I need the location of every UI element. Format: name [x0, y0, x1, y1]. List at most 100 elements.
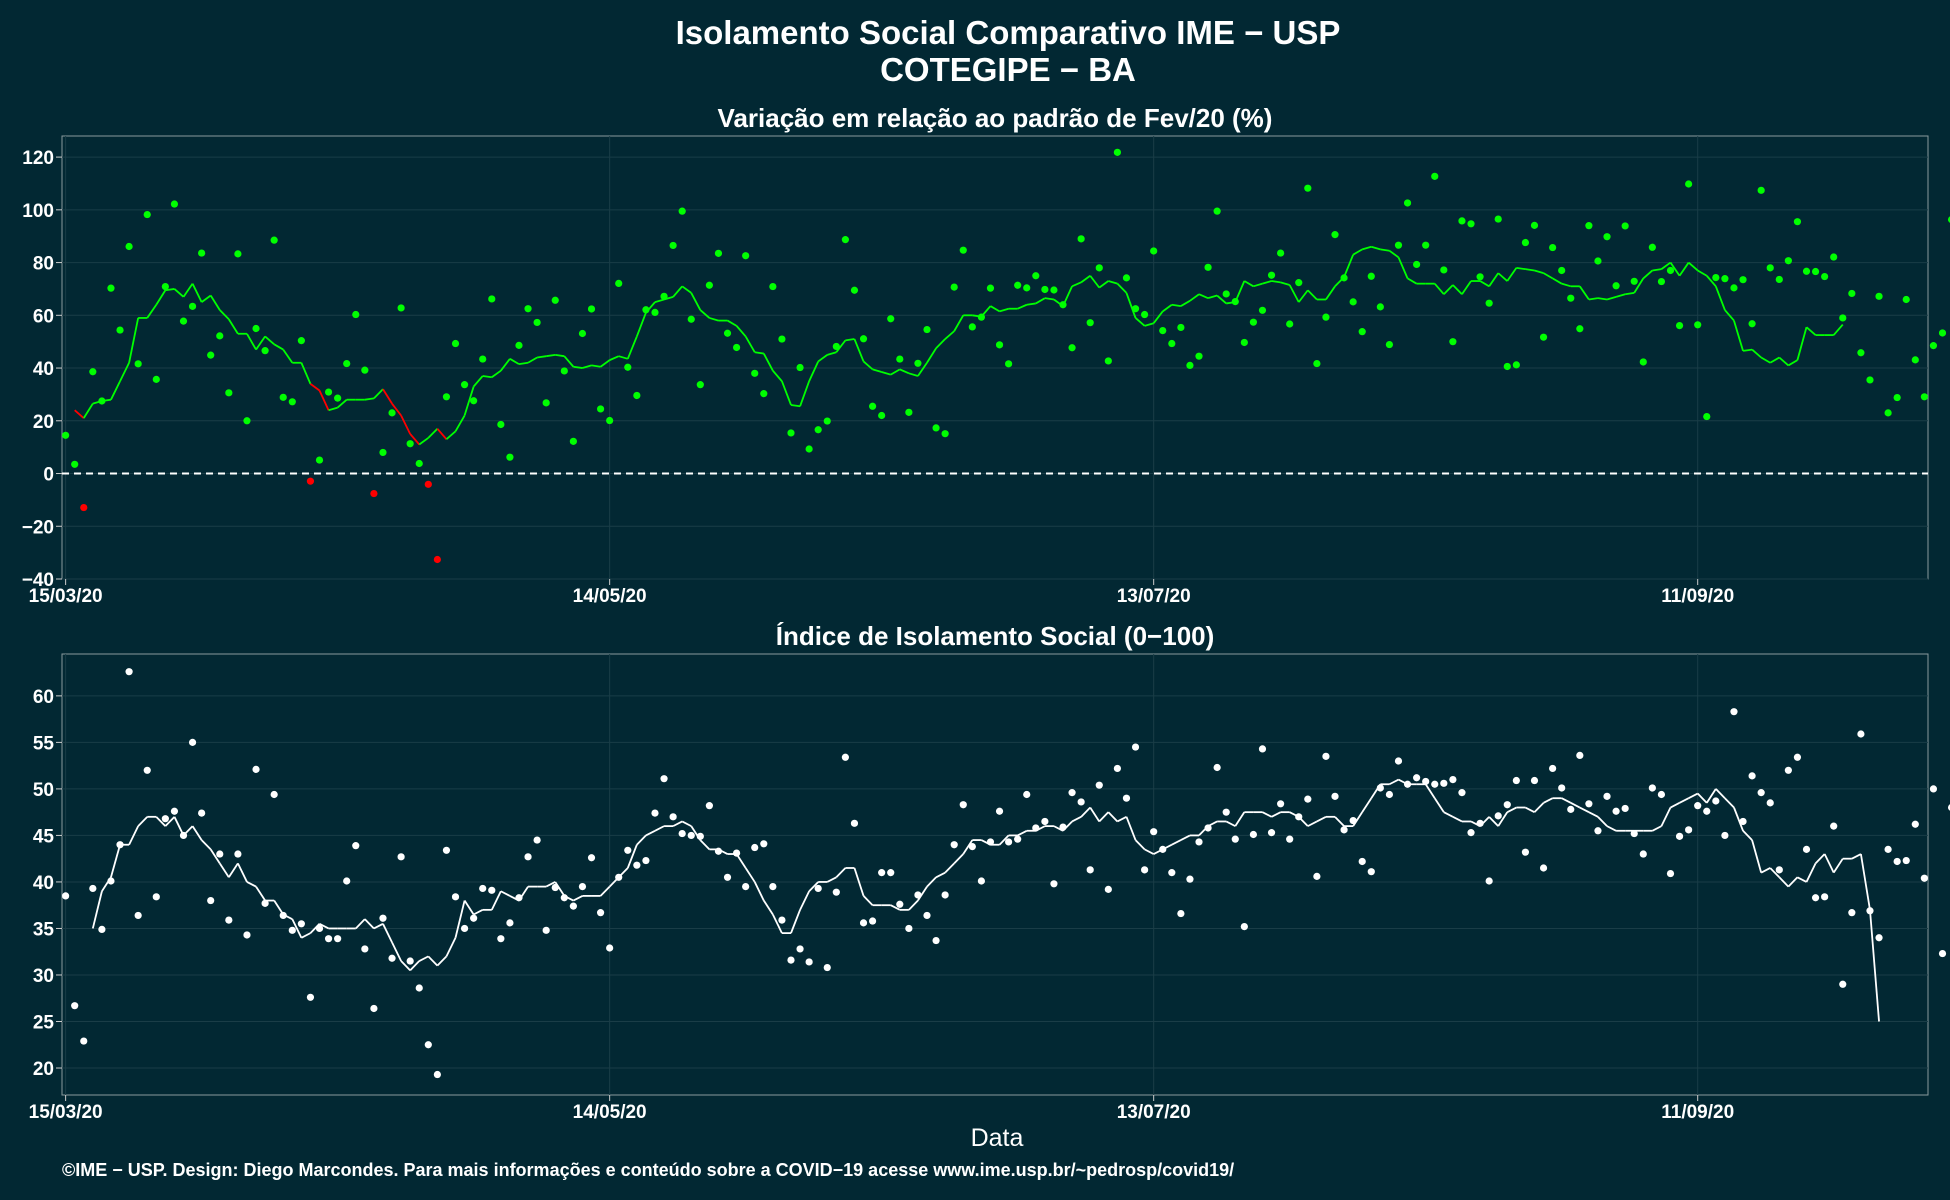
moving-average-segment: [1107, 811, 1119, 823]
data-point: [1349, 298, 1357, 306]
data-point: [252, 324, 260, 333]
moving-average-segment: [382, 388, 393, 405]
data-point: [1657, 277, 1666, 286]
plot-frame: [61, 653, 1929, 1096]
data-point: [460, 381, 469, 389]
data-point: [1131, 743, 1140, 751]
moving-average-segment: [862, 895, 874, 906]
data-point: [1630, 829, 1638, 838]
moving-average-segment: [1588, 297, 1599, 301]
data-point: [1394, 757, 1403, 765]
data-point: [542, 399, 550, 407]
moving-average-segment: [1125, 816, 1137, 841]
moving-average-segment: [427, 955, 439, 967]
data-point: [624, 846, 632, 854]
moving-average-segment: [74, 409, 85, 419]
moving-average-segment: [1552, 277, 1563, 285]
data-point: [62, 431, 70, 439]
data-point: [1539, 864, 1548, 872]
data-point: [1748, 772, 1756, 780]
data-point: [152, 375, 160, 383]
data-point: [1059, 301, 1067, 309]
moving-average-segment: [1534, 269, 1544, 274]
data-point: [1512, 361, 1520, 369]
moving-average-segment: [817, 354, 828, 363]
data-point: [751, 843, 759, 852]
data-point: [1041, 285, 1049, 294]
moving-average-segment: [1298, 289, 1309, 303]
data-point: [1249, 830, 1258, 839]
moving-average-segment: [1660, 807, 1672, 827]
data-point: [1830, 253, 1838, 261]
data-point: [778, 335, 786, 343]
moving-average-segment: [1760, 356, 1771, 364]
moving-average-segment: [463, 900, 475, 915]
moving-average-segment: [753, 881, 765, 901]
moving-average-segment: [1497, 811, 1509, 827]
moving-average-segment: [727, 319, 738, 327]
moving-average-segment: [618, 355, 629, 360]
moving-average-segment: [1579, 806, 1590, 813]
moving-average-segment: [1017, 829, 1028, 837]
moving-average-segment: [400, 415, 411, 435]
moving-average-segment: [1380, 248, 1390, 252]
panel-title: Índice de Isolamento Social (0−100): [776, 621, 1215, 651]
moving-average-segment: [1262, 280, 1272, 285]
moving-average-segment: [491, 369, 502, 379]
moving-average-segment: [1488, 816, 1499, 827]
data-point: [451, 339, 460, 348]
moving-average-segment: [1361, 245, 1372, 251]
data-point: [170, 200, 179, 208]
data-point: [1014, 835, 1022, 843]
data-point: [1685, 180, 1693, 188]
moving-average-segment: [1271, 280, 1281, 284]
moving-average-segment: [1805, 862, 1817, 883]
moving-average-segment: [1742, 348, 1753, 352]
data-point: [751, 369, 759, 377]
data-point: [660, 775, 668, 783]
data-point: [1104, 885, 1112, 893]
moving-average-segment: [1488, 272, 1499, 287]
moving-average-segment: [1615, 293, 1626, 298]
data-point: [1440, 266, 1448, 274]
moving-average-segment: [300, 932, 311, 939]
data-point: [660, 292, 668, 300]
moving-average-segment: [1253, 282, 1263, 288]
data-point: [1712, 797, 1720, 805]
data-point: [932, 936, 940, 945]
data-point: [1766, 799, 1774, 807]
panel-variation: Variação em relação ao padrão de Fev/20 …: [22, 103, 1950, 607]
data-point: [1458, 217, 1466, 225]
data-point: [696, 381, 704, 389]
data-point: [1694, 321, 1702, 329]
moving-average-segment: [1433, 797, 1445, 813]
data-point: [551, 296, 559, 304]
data-point: [1023, 790, 1031, 799]
moving-average-segment: [155, 816, 167, 827]
data-point: [1095, 781, 1103, 789]
data-point: [1431, 172, 1439, 180]
moving-average-segment: [890, 368, 901, 376]
data-point: [1286, 835, 1294, 843]
data-point: [959, 801, 967, 809]
data-point: [1431, 780, 1439, 788]
moving-average-segment: [690, 292, 702, 311]
data-point: [560, 894, 568, 902]
data-point: [288, 926, 296, 934]
data-point: [234, 850, 242, 858]
data-point: [1666, 869, 1675, 878]
data-point: [1159, 845, 1167, 853]
moving-average-segment: [282, 349, 294, 364]
data-point: [1558, 266, 1566, 275]
moving-average-segment: [201, 294, 212, 303]
moving-average-segment: [1397, 256, 1409, 279]
moving-average-segment: [300, 362, 312, 385]
data-point: [315, 924, 324, 933]
y-tick-label: −40: [22, 570, 54, 591]
moving-average-segment: [228, 318, 239, 335]
data-point: [560, 367, 568, 375]
data-point: [1467, 829, 1475, 837]
data-point: [914, 891, 922, 899]
data-point: [569, 437, 577, 445]
data-point: [669, 241, 677, 250]
